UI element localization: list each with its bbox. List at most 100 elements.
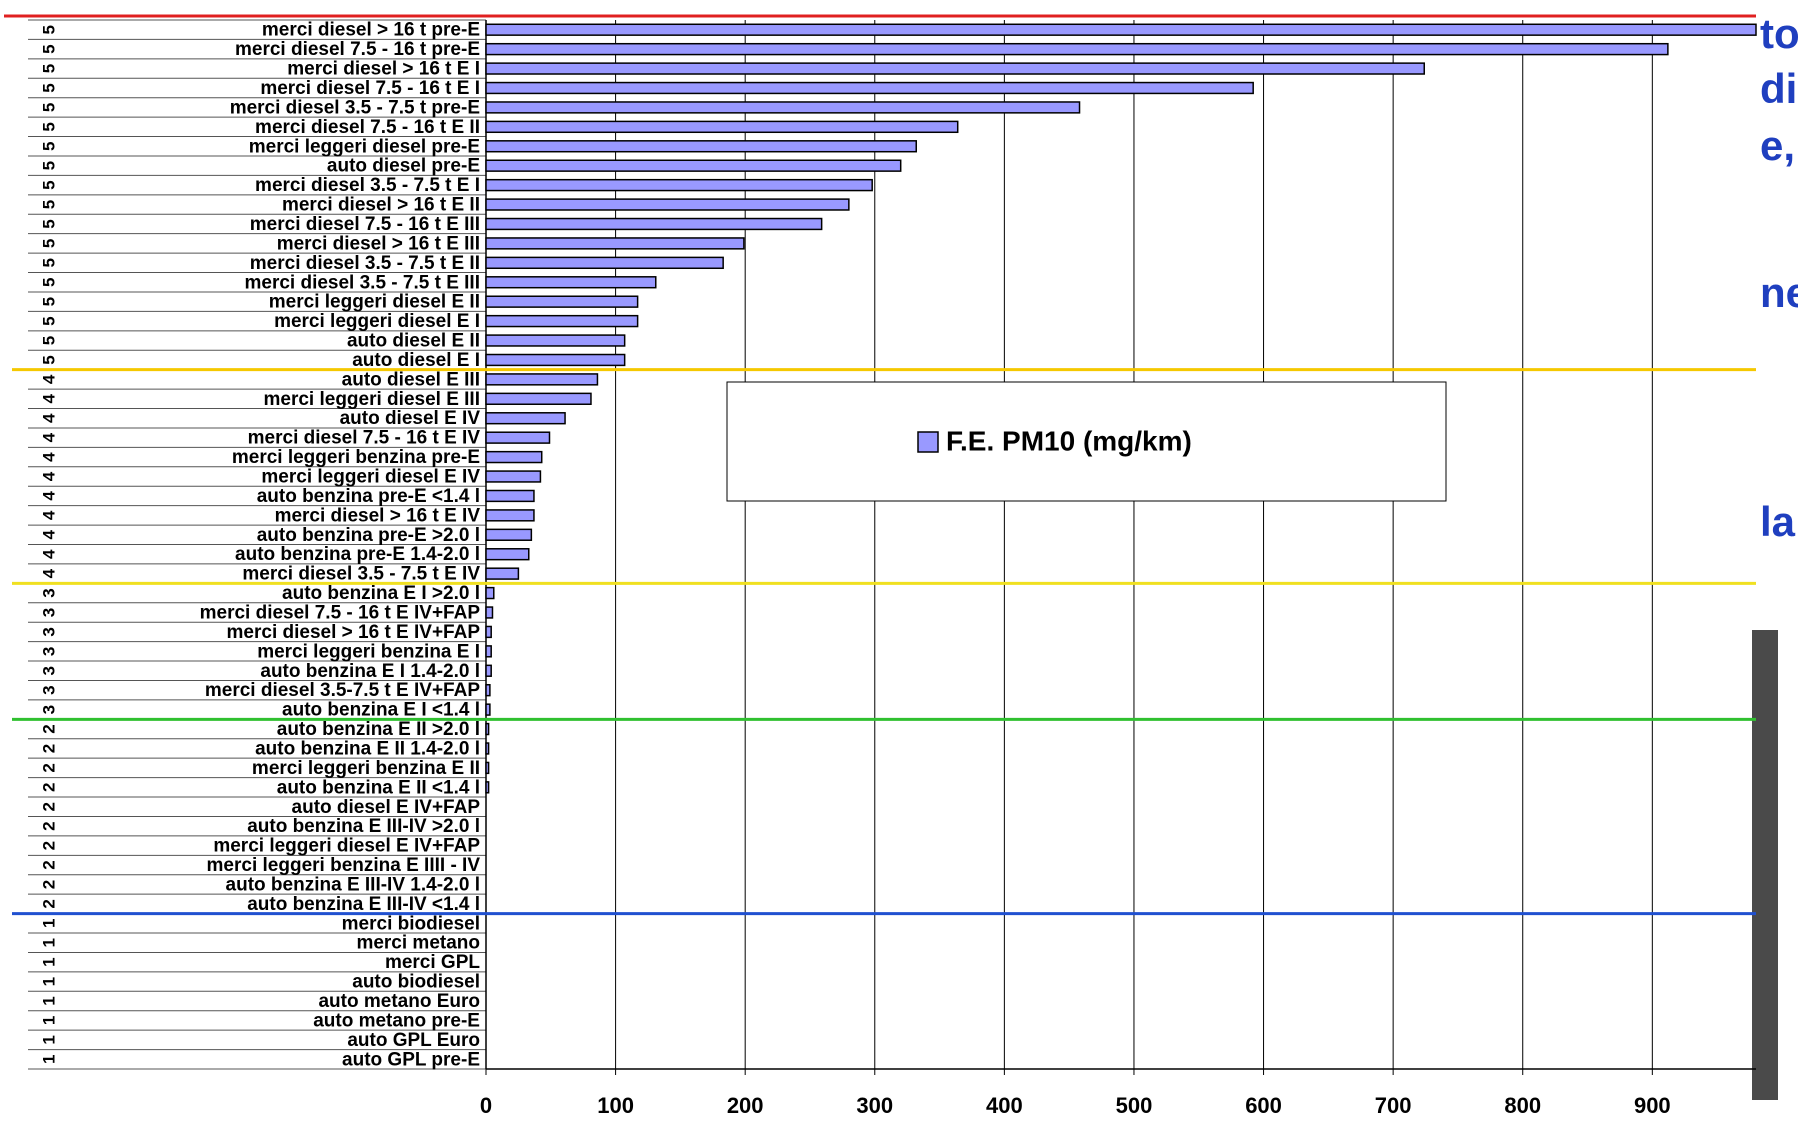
class-label: 3 bbox=[39, 627, 58, 636]
y-tick-label: auto diesel E IV+FAP bbox=[292, 797, 481, 818]
class-label: 2 bbox=[39, 841, 58, 850]
y-tick-label: auto benzina pre-E 1.4-2.0 l bbox=[235, 544, 480, 565]
y-tick-label: merci diesel 3.5-7.5 t E IV+FAP bbox=[205, 680, 480, 701]
class-label: 5 bbox=[39, 180, 58, 189]
class-label: 5 bbox=[39, 161, 58, 170]
y-tick-label: auto benzina E II 1.4-2.0 l bbox=[255, 738, 480, 759]
class-label: 3 bbox=[39, 608, 58, 617]
bar bbox=[485, 178, 873, 192]
y-tick-label: auto GPL pre-E bbox=[342, 1049, 480, 1070]
class-label: 3 bbox=[39, 647, 58, 656]
y-tick-label: merci biodiesel bbox=[342, 913, 480, 934]
class-label: 2 bbox=[39, 763, 58, 772]
y-tick-label: auto diesel E III bbox=[342, 369, 480, 390]
class-label: 5 bbox=[39, 25, 58, 34]
bar bbox=[485, 548, 530, 561]
class-label: 4 bbox=[39, 568, 58, 578]
class-label: 5 bbox=[39, 219, 58, 228]
x-tick-label: 100 bbox=[597, 1093, 634, 1118]
annotation: la bbox=[1760, 498, 1796, 545]
bar bbox=[485, 373, 599, 386]
y-tick-label: auto benzina E III-IV >2.0 l bbox=[247, 816, 480, 837]
legend-swatch bbox=[917, 431, 939, 453]
y-tick-label: auto diesel E II bbox=[347, 331, 480, 352]
x-tick-label: 900 bbox=[1634, 1093, 1671, 1118]
class-label: 5 bbox=[39, 239, 58, 248]
class-label: 5 bbox=[39, 142, 58, 151]
y-tick-label: auto benzina E III-IV 1.4-2.0 l bbox=[226, 874, 480, 895]
bar bbox=[485, 625, 492, 639]
y-tick-label: merci diesel > 16 t E III bbox=[277, 233, 480, 254]
bar bbox=[485, 722, 490, 736]
bar bbox=[485, 101, 1081, 114]
bar bbox=[485, 761, 490, 775]
legend-label: F.E. PM10 (mg/km) bbox=[946, 425, 1192, 456]
y-tick-label: merci leggeri diesel E IV+FAP bbox=[213, 836, 480, 857]
y-tick-label: merci diesel 3.5 - 7.5 t E IV bbox=[242, 564, 480, 585]
bar bbox=[485, 276, 657, 289]
y-tick-label: auto benzina pre-E >2.0 l bbox=[257, 525, 480, 546]
y-tick-label: auto diesel E I bbox=[352, 350, 480, 371]
y-tick-label: auto benzina E I >2.0 l bbox=[282, 583, 480, 604]
bar bbox=[485, 237, 745, 250]
y-tick-label: auto benzina pre-E <1.4 l bbox=[257, 486, 480, 507]
x-tick-label: 300 bbox=[856, 1093, 893, 1118]
class-label: 5 bbox=[39, 122, 58, 131]
class-label: 1 bbox=[39, 938, 58, 947]
class-label: 5 bbox=[39, 83, 58, 92]
bar bbox=[485, 431, 551, 444]
class-label: 4 bbox=[39, 413, 58, 423]
bar bbox=[485, 198, 850, 211]
bar bbox=[485, 392, 592, 405]
class-label: 2 bbox=[39, 880, 58, 889]
class-label: 4 bbox=[39, 394, 58, 404]
bar bbox=[485, 509, 535, 522]
y-tick-label: merci leggeri diesel E I bbox=[274, 311, 480, 332]
class-label: 5 bbox=[39, 355, 58, 364]
y-tick-label: merci diesel 3.5 - 7.5 t E I bbox=[255, 175, 480, 196]
class-label: 4 bbox=[39, 530, 58, 540]
bar bbox=[485, 489, 535, 503]
photo-strip bbox=[1752, 630, 1778, 1100]
y-tick-label: merci leggeri benzina E II bbox=[252, 758, 480, 779]
y-tick-label: auto metano pre-E bbox=[313, 1010, 480, 1031]
y-tick-label: merci diesel 7.5 - 16 t pre-E bbox=[235, 39, 480, 60]
class-label: 1 bbox=[39, 957, 58, 966]
class-label: 4 bbox=[39, 491, 58, 501]
y-tick-label: auto benzina E I <1.4 l bbox=[282, 700, 480, 721]
class-label: 2 bbox=[39, 821, 58, 830]
class-label: 3 bbox=[39, 588, 58, 597]
bar bbox=[485, 42, 1669, 56]
x-tick-label: 700 bbox=[1375, 1093, 1412, 1118]
bar bbox=[485, 567, 520, 580]
bar bbox=[485, 217, 823, 231]
class-label: 4 bbox=[39, 452, 58, 462]
y-tick-label: merci diesel 7.5 - 16 t E IV bbox=[248, 428, 481, 449]
y-tick-label: merci leggeri diesel pre-E bbox=[249, 136, 480, 157]
annotation: e, bbox=[1760, 122, 1795, 169]
class-label: 2 bbox=[39, 724, 58, 733]
class-label: 3 bbox=[39, 685, 58, 694]
class-label: 1 bbox=[39, 1016, 58, 1025]
y-tick-label: auto diesel E IV bbox=[340, 408, 481, 429]
y-tick-label: auto benzina E II <1.4 l bbox=[277, 777, 480, 798]
class-label: 3 bbox=[39, 705, 58, 714]
bar bbox=[485, 295, 639, 308]
class-label: 1 bbox=[39, 977, 58, 986]
legend-box bbox=[726, 381, 1447, 502]
y-tick-label: merci leggeri diesel E II bbox=[269, 292, 480, 313]
bar bbox=[485, 470, 542, 483]
class-label: 1 bbox=[39, 1055, 58, 1064]
x-tick-label: 400 bbox=[986, 1093, 1023, 1118]
bar bbox=[485, 81, 1254, 95]
bar bbox=[485, 314, 639, 328]
bar bbox=[485, 664, 492, 677]
class-label: 4 bbox=[39, 432, 58, 442]
class-label: 4 bbox=[39, 549, 58, 559]
class-label: 2 bbox=[39, 899, 58, 908]
y-tick-label: merci diesel 7.5 - 16 t E III bbox=[250, 214, 480, 235]
y-tick-label: auto diesel pre-E bbox=[327, 156, 480, 177]
bar bbox=[485, 684, 491, 697]
